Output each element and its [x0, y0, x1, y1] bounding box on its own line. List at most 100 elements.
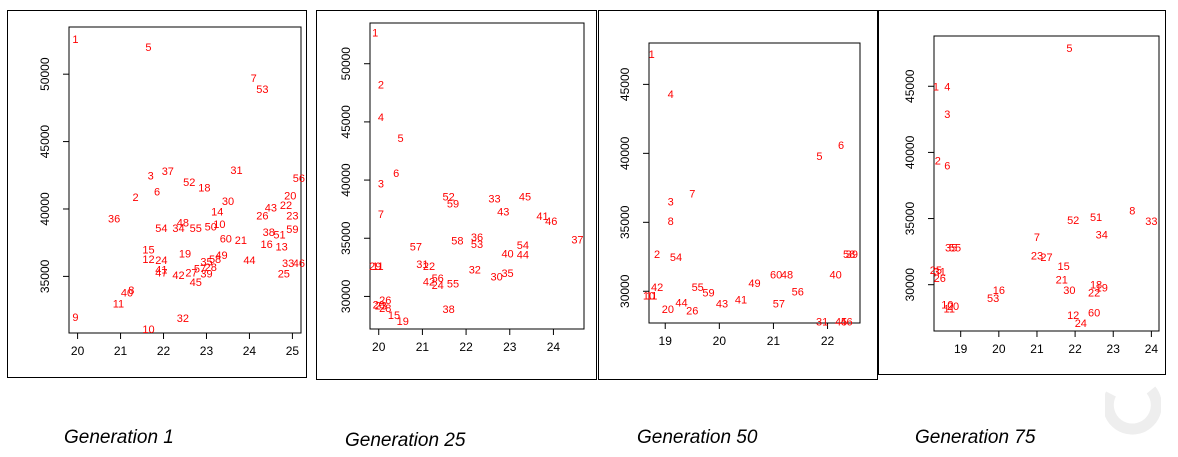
- data-point-label: 54: [155, 223, 167, 235]
- data-point-label: 60: [220, 234, 232, 246]
- data-point-label: 2: [935, 155, 941, 167]
- data-point-label: 9: [72, 312, 78, 324]
- data-point-label: 45: [190, 277, 202, 289]
- data-point-label: 27: [185, 267, 197, 279]
- data-point-label: 25: [278, 269, 290, 281]
- data-point-label: 14: [211, 207, 223, 219]
- caption-generation-1: Generation 1: [64, 427, 174, 448]
- data-point-label: 44: [517, 250, 529, 262]
- data-point-label: 23: [286, 211, 298, 223]
- data-point-label: 55: [190, 223, 202, 235]
- data-point-label: 6: [393, 168, 399, 180]
- data-point-label: 5: [145, 42, 151, 54]
- data-point-label: 15: [142, 244, 154, 256]
- y-tick-label: 40000: [618, 136, 632, 170]
- data-point-label: 30: [491, 272, 503, 284]
- data-point-label: 46: [545, 216, 557, 228]
- chart-panel-1: 20 21 22 23 24 25 35000 40000 45000 50000 1 5 7 53 31 5…: [7, 10, 307, 378]
- data-point-label: 6: [838, 140, 844, 152]
- data-point-label: 5: [816, 151, 822, 163]
- x-tick-label: 24: [1145, 342, 1159, 356]
- data-point-label: 2: [378, 80, 384, 92]
- data-point-label: 19: [179, 248, 191, 260]
- scatter-plot-1: 20 21 22 23 24 253500040000450005000015753315…: [38, 26, 305, 358]
- plot-frame: [68, 26, 302, 334]
- data-point-label: 41: [536, 211, 548, 223]
- data-point-label: 18: [1090, 280, 1102, 292]
- data-point-label: 24: [432, 280, 444, 292]
- data-point-label: 7: [689, 188, 695, 200]
- data-point-label: 50: [205, 222, 217, 234]
- x-tick-label: 25: [286, 344, 300, 358]
- data-point-label: 26: [934, 273, 946, 285]
- data-point-label: 51: [273, 230, 285, 242]
- data-point-label: 46: [293, 258, 305, 270]
- x-tick-label: 22: [459, 340, 473, 354]
- data-point-label: 7: [1034, 232, 1040, 244]
- data-point-label: 26: [256, 211, 268, 223]
- data-point-label: 22: [1088, 288, 1100, 300]
- data-point-label: 26: [686, 306, 698, 318]
- data-point-label: 13: [276, 242, 288, 254]
- data-point-label: 43: [265, 203, 277, 215]
- data-point-label: 1: [649, 49, 655, 61]
- data-point-label: 42: [172, 270, 184, 282]
- data-point-label: 44: [675, 297, 687, 309]
- data-point-label: 49: [748, 278, 760, 290]
- data-point-label: 4: [378, 112, 384, 124]
- data-point-label: 59: [286, 224, 298, 236]
- data-point-label: 55: [949, 243, 961, 255]
- y-tick-label: 45000: [339, 105, 353, 139]
- data-point-label: 47: [155, 267, 167, 279]
- data-point-label: 11: [646, 290, 657, 302]
- x-tick-label: 20: [372, 340, 386, 354]
- data-point-label: 11: [944, 304, 955, 316]
- data-point-label: 20: [947, 301, 959, 313]
- y-tick-label: 35000: [339, 221, 353, 255]
- data-point-label: 15: [1058, 261, 1070, 273]
- data-point-label: 42: [423, 276, 435, 288]
- data-point-label: 52: [183, 177, 195, 189]
- data-point-label: 10: [213, 219, 225, 231]
- x-tick-label: 20: [992, 342, 1006, 356]
- scatter-plot-2: 20 21 22 23 24300003500040000450005000012456…: [339, 22, 585, 354]
- data-point-label: 28: [379, 303, 391, 315]
- data-point-label: 46: [840, 317, 852, 329]
- data-point-label: 36: [471, 232, 483, 244]
- data-point-label: 49: [215, 250, 227, 262]
- data-point-label: 58: [843, 249, 855, 261]
- data-point-label: 20: [662, 304, 674, 316]
- data-point-label: 8: [1129, 206, 1135, 218]
- data-point-label: 16: [993, 285, 1005, 297]
- data-point-label: 38: [263, 227, 275, 239]
- data-point-label: 30: [222, 196, 234, 208]
- data-point-label: 32: [177, 313, 189, 325]
- y-tick-label: 30000: [903, 268, 917, 302]
- data-point-label: 43: [497, 206, 509, 218]
- data-point-label: 10: [142, 324, 154, 336]
- data-point-label: 38: [442, 304, 454, 316]
- data-point-label: 55: [447, 279, 459, 291]
- x-tick-label: 23: [503, 340, 517, 354]
- data-point-label: 34: [172, 223, 184, 235]
- chart-panel-2: 20 21 22 23 24 30000 35000 40000 45000 50000 1 2 4 5 6…: [316, 10, 597, 380]
- data-point-label: 27: [1040, 252, 1052, 264]
- data-point-label: 57: [410, 241, 422, 253]
- data-point-label: 44: [243, 255, 255, 267]
- data-point-label: 54: [517, 240, 529, 252]
- x-tick-label: 21: [1030, 342, 1044, 356]
- data-point-label: 19: [397, 316, 409, 328]
- caption-generation-50: Generation 50: [637, 427, 758, 448]
- data-point-label: 33: [282, 258, 294, 270]
- data-point-label: 33: [488, 194, 500, 206]
- data-point-label: 32: [469, 265, 481, 277]
- data-point-label: 4: [944, 81, 950, 93]
- data-point-label: 3: [668, 197, 674, 209]
- data-point-label: 45: [519, 191, 531, 203]
- data-point-label: 53: [987, 293, 999, 305]
- data-point-label: 23: [375, 301, 387, 313]
- plot-frame: [648, 42, 861, 324]
- data-point-label: 8: [668, 216, 674, 228]
- data-point-label: 29: [369, 261, 381, 273]
